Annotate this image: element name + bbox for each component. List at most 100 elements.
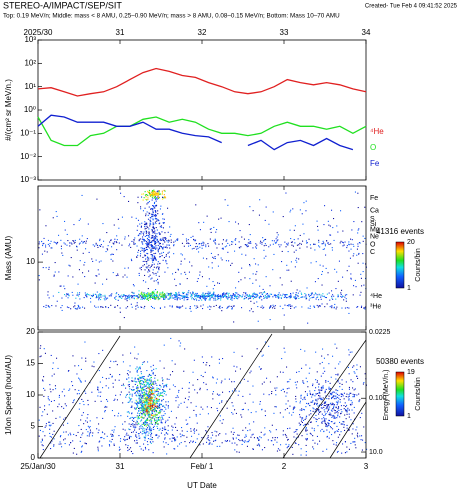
- speckle: [79, 292, 81, 294]
- speckle: [125, 439, 127, 441]
- speckle: [330, 376, 332, 378]
- speckle: [281, 284, 283, 286]
- speckle: [131, 291, 133, 293]
- speckle: [268, 223, 270, 225]
- speckle: [215, 243, 217, 245]
- speckle: [193, 409, 195, 411]
- speckle: [154, 197, 156, 199]
- speckle: [334, 303, 336, 305]
- speckle: [178, 306, 180, 308]
- speckle: [155, 272, 157, 274]
- speckle: [127, 297, 129, 299]
- speckle: [146, 413, 148, 415]
- speckle: [232, 293, 234, 295]
- speckle: [333, 395, 335, 397]
- speckle: [348, 349, 350, 351]
- speckle: [306, 415, 308, 417]
- speckle: [115, 360, 117, 362]
- speckle: [147, 227, 149, 229]
- speckle: [190, 293, 192, 295]
- speckle: [149, 430, 151, 432]
- speckle: [61, 309, 63, 311]
- speckle: [344, 414, 346, 416]
- speckle: [138, 437, 140, 439]
- speckle: [93, 366, 95, 368]
- speckle: [142, 413, 144, 415]
- speckle: [357, 245, 359, 247]
- speckle: [276, 236, 278, 238]
- speckle: [175, 426, 177, 428]
- speckle: [107, 400, 109, 402]
- speckle: [309, 305, 311, 307]
- speckle: [343, 405, 345, 407]
- speckle: [288, 295, 290, 297]
- speckle: [135, 308, 137, 310]
- speckle: [222, 391, 224, 393]
- speckle: [144, 254, 146, 256]
- speckle: [150, 398, 152, 400]
- speckle: [146, 252, 148, 254]
- speckle: [316, 435, 318, 437]
- speckle: [255, 279, 257, 281]
- speckle: [353, 371, 355, 373]
- speckle: [193, 359, 195, 361]
- speckle: [145, 384, 147, 386]
- speckle: [350, 277, 352, 279]
- speckle: [104, 433, 106, 435]
- speckle: [162, 391, 164, 393]
- speckle: [205, 296, 207, 298]
- speckle: [346, 411, 348, 413]
- speckle: [202, 293, 204, 295]
- speckle: [156, 414, 158, 416]
- speckle: [328, 398, 330, 400]
- speckle: [142, 247, 144, 249]
- speckle: [111, 435, 113, 437]
- speckle: [98, 423, 100, 425]
- speckle: [164, 232, 166, 234]
- speckle: [112, 272, 114, 274]
- speckle: [221, 248, 223, 250]
- speckle: [306, 429, 308, 431]
- speckle: [322, 387, 324, 389]
- speckle: [267, 294, 269, 296]
- speckle: [288, 412, 290, 414]
- speckle: [284, 294, 286, 296]
- speckle: [147, 395, 149, 397]
- speckle: [152, 383, 154, 385]
- speckle: [323, 430, 325, 432]
- speckle: [155, 422, 157, 424]
- speckle: [63, 431, 65, 433]
- speckle: [339, 242, 341, 244]
- speckle: [222, 358, 224, 360]
- speckle: [188, 396, 190, 398]
- speckle: [157, 194, 159, 196]
- speckle: [157, 278, 159, 280]
- speckle: [148, 293, 150, 295]
- x-tick-label: Feb/ 1: [191, 462, 214, 471]
- speckle: [337, 415, 339, 417]
- speckle: [142, 280, 144, 282]
- speckle: [144, 409, 146, 411]
- speckle: [157, 240, 159, 242]
- speckle: [159, 242, 161, 244]
- speckle: [259, 436, 261, 438]
- species-label: Si: [370, 221, 377, 228]
- speckle: [317, 296, 319, 298]
- speckle: [190, 440, 192, 442]
- speckle: [110, 360, 112, 362]
- speckle: [357, 436, 359, 438]
- speckle: [223, 292, 225, 294]
- speckle: [225, 260, 227, 262]
- speckle: [263, 249, 265, 251]
- speckle: [168, 244, 170, 246]
- speckle: [137, 374, 139, 376]
- speckle: [327, 409, 329, 411]
- speckle: [78, 219, 80, 221]
- speckle: [359, 399, 361, 401]
- speckle: [153, 253, 155, 255]
- speckle: [145, 231, 147, 233]
- speckle: [98, 441, 100, 443]
- speckle: [159, 247, 161, 249]
- speckle: [142, 210, 144, 212]
- speckle: [129, 298, 131, 300]
